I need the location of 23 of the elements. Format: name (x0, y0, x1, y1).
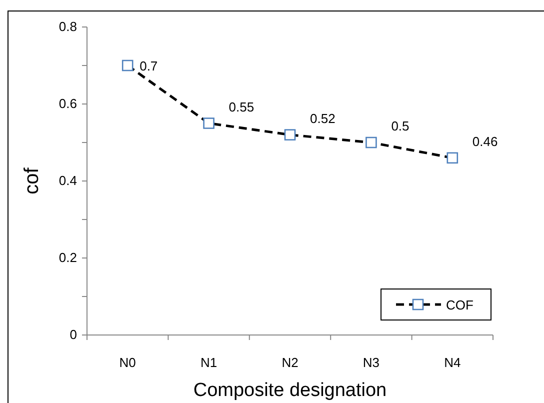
x-tick-label: N3 (362, 355, 380, 370)
x-tick-label: N2 (282, 355, 298, 370)
y-tick-label: 0.6 (58, 96, 77, 111)
y-axis-title: cof (21, 167, 43, 194)
point (446, 152, 458, 164)
data-label: 0.5 (391, 118, 410, 134)
point (366, 136, 377, 148)
y-tick-label: 0.8 (58, 19, 77, 34)
y-tick-label: 0.4 (58, 173, 77, 188)
x-tick-label: N1 (200, 355, 218, 370)
x-tick-label: N0 (119, 355, 136, 370)
point (122, 60, 134, 72)
x-tick-label: N4 (444, 355, 461, 370)
y-tick-label: 0 (70, 327, 77, 342)
data-label: 0.52 (310, 110, 336, 126)
x-axis-title: Composite designation (193, 380, 387, 401)
data-label: 0.46 (472, 134, 498, 149)
data-label: 0.7 (140, 58, 158, 74)
y-tick-label: 0.2 (58, 250, 77, 265)
data-label: 0.55 (228, 99, 254, 114)
point (284, 129, 296, 140)
legend-label: COF (446, 298, 474, 312)
point (203, 118, 214, 129)
